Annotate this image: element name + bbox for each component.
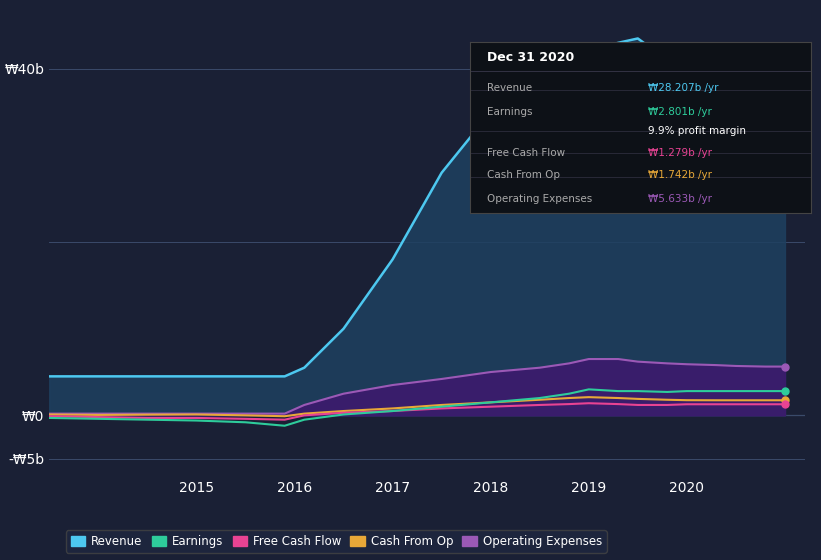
- Text: Dec 31 2020: Dec 31 2020: [488, 50, 575, 63]
- Text: 9.9% profit margin: 9.9% profit margin: [648, 125, 745, 136]
- Text: Revenue: Revenue: [488, 83, 533, 93]
- Text: Cash From Op: Cash From Op: [488, 170, 561, 180]
- Text: ₩1.279b /yr: ₩1.279b /yr: [648, 148, 712, 158]
- Text: ₩2.801b /yr: ₩2.801b /yr: [648, 107, 712, 117]
- Text: Earnings: Earnings: [488, 107, 533, 117]
- Legend: Revenue, Earnings, Free Cash Flow, Cash From Op, Operating Expenses: Revenue, Earnings, Free Cash Flow, Cash …: [66, 530, 607, 553]
- Text: Operating Expenses: Operating Expenses: [488, 194, 593, 204]
- Text: Free Cash Flow: Free Cash Flow: [488, 148, 566, 158]
- Text: ₩5.633b /yr: ₩5.633b /yr: [648, 194, 712, 204]
- Text: ₩1.742b /yr: ₩1.742b /yr: [648, 170, 712, 180]
- Text: ₩28.207b /yr: ₩28.207b /yr: [648, 83, 718, 93]
